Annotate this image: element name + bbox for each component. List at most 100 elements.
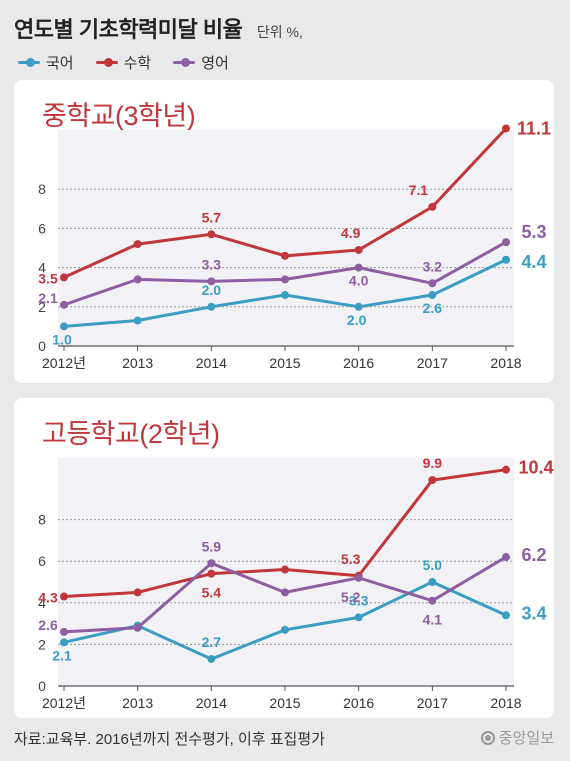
data-label-math: 4.3 <box>38 590 58 606</box>
publisher-logo: 중앙일보 <box>480 727 554 748</box>
middle-school-panel: 중학교(3학년) 0 2 4 6 8 2012년 2013 2014 2015 2016 2017 2… <box>14 80 554 383</box>
logo-text: 중앙일보 <box>498 730 554 747</box>
y-tick-label: 4 <box>38 595 46 611</box>
data-label-math: 10.4 <box>518 458 553 478</box>
legend: 국어 수학 영어 <box>18 52 229 73</box>
x-tick-label: 2013 <box>122 355 153 371</box>
data-label-math: 9.9 <box>423 455 443 471</box>
data-point-math <box>502 124 510 133</box>
source-note: 자료:교육부. 2016년까지 전수평가, 이후 표집평가 <box>14 731 325 748</box>
legend-label: 수학 <box>123 55 152 72</box>
x-tick-label: 2016 <box>343 695 374 711</box>
data-point-english <box>207 559 216 568</box>
x-tick-label: 2014 <box>196 695 227 711</box>
data-label-english: 2.6 <box>38 617 58 633</box>
data-label-korean: 2.7 <box>202 634 222 650</box>
data-label-english: 2.1 <box>38 290 58 306</box>
data-point-math <box>133 240 142 249</box>
data-label-english: 5.3 <box>521 222 546 242</box>
data-point-math <box>281 565 289 574</box>
legend-swatch-english <box>173 58 196 67</box>
y-tick-label: 2 <box>38 299 46 315</box>
legend-item-math: 수학 <box>95 52 152 73</box>
x-tick-label: 2012년 <box>42 695 86 711</box>
x-tick-label: 2015 <box>269 355 300 371</box>
data-point-math <box>60 273 68 282</box>
data-label-math: 3.5 <box>38 270 58 286</box>
high-school-title: 고등학교(2학년) <box>42 419 220 449</box>
page-title: 연도별 기초학력미달 비율 <box>14 17 243 42</box>
y-tick-label: 8 <box>38 512 46 528</box>
data-point-korean <box>281 291 289 300</box>
x-tick-label: 2016 <box>343 355 374 371</box>
data-point-english <box>133 275 142 284</box>
data-point-math <box>428 202 437 211</box>
data-point-math <box>428 476 437 485</box>
legend-label: 국어 <box>46 55 74 72</box>
y-tick-label: 2 <box>38 636 46 652</box>
data-point-korean <box>207 654 216 663</box>
x-tick-label: 2012년 <box>42 355 86 371</box>
legend-label: 영어 <box>201 55 229 72</box>
data-label-korean: 2.6 <box>423 300 443 316</box>
data-point-english <box>281 275 289 284</box>
y-tick-label: 0 <box>38 338 46 354</box>
data-point-korean <box>428 291 437 300</box>
data-label-korean: 3.3 <box>349 592 369 608</box>
data-label-math: 5.4 <box>202 585 222 601</box>
data-label-math: 4.9 <box>341 225 361 241</box>
x-tick-label: 2018 <box>490 695 521 711</box>
data-point-english <box>428 596 437 605</box>
unit-label: 단위 %, <box>256 24 303 40</box>
y-tick-label: 0 <box>38 678 46 694</box>
data-label-english: 5.9 <box>202 538 222 554</box>
data-point-english <box>207 277 216 286</box>
data-point-math <box>502 465 510 474</box>
data-point-english <box>502 553 510 562</box>
data-label-korean: 2.0 <box>202 282 222 298</box>
data-point-english <box>281 588 289 597</box>
data-point-korean <box>502 611 510 620</box>
data-label-math: 7.1 <box>409 182 429 198</box>
legend-swatch-korean <box>18 58 40 67</box>
data-label-english: 3.3 <box>202 256 222 272</box>
data-label-korean: 2.0 <box>347 312 367 328</box>
logo-icon <box>480 730 495 745</box>
plot-area <box>58 130 514 346</box>
data-label-english: 5.2 <box>341 589 361 605</box>
data-point-english <box>502 238 510 247</box>
x-tick-label: 2017 <box>417 695 448 711</box>
data-point-korean <box>354 302 363 311</box>
data-label-math: 11.1 <box>517 118 551 138</box>
high-school-chart: 0 2 4 6 8 2012년 2013 2014 2015 2016 2017 2018 2.1 2.7… <box>38 455 553 711</box>
data-point-english <box>428 279 437 288</box>
y-tick-label: 6 <box>38 220 46 236</box>
data-point-english <box>60 300 68 309</box>
data-point-english <box>60 627 68 636</box>
data-label-korean: 2.1 <box>52 647 72 663</box>
data-label-korean: 4.4 <box>521 252 546 272</box>
data-point-english <box>354 263 363 272</box>
y-tick-label: 4 <box>38 260 46 276</box>
data-point-math <box>354 245 363 254</box>
legend-item-korean: 국어 <box>18 52 74 73</box>
data-point-math <box>133 588 142 597</box>
data-point-korean <box>60 322 68 331</box>
middle-school-title: 중학교(3학년) <box>42 101 196 131</box>
y-tick-label: 6 <box>38 553 46 569</box>
data-label-korean: 3.4 <box>521 603 546 623</box>
data-label-korean: 5.0 <box>423 557 443 573</box>
data-label-math: 5.3 <box>341 551 361 567</box>
x-tick-label: 2017 <box>417 355 448 371</box>
data-point-korean <box>207 302 216 311</box>
data-label-english: 4.0 <box>349 273 369 289</box>
data-point-korean <box>60 638 68 647</box>
data-point-korean <box>428 578 437 586</box>
data-point-math <box>207 230 216 239</box>
legend-swatch-math <box>95 58 118 67</box>
data-label-english: 4.1 <box>423 612 443 628</box>
x-tick-label: 2014 <box>196 355 227 371</box>
data-point-math <box>60 592 68 601</box>
high-school-panel: 고등학교(2학년) 0 2 4 6 8 2012년 2013 2014 2015 2016 2017… <box>14 398 554 718</box>
data-point-korean <box>502 255 510 264</box>
